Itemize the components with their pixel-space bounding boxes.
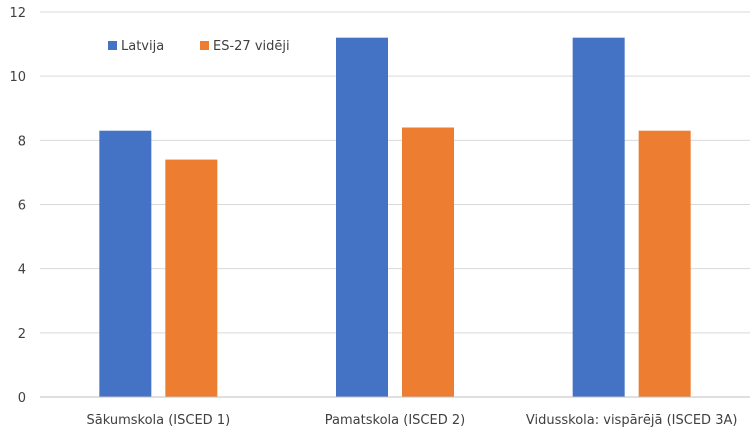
bar-es27-0 (165, 159, 218, 397)
y-tick-label: 6 (18, 199, 26, 214)
y-tick-label: 2 (18, 327, 26, 342)
y-tick-label: 10 (9, 70, 26, 85)
legend-label-es27: ES-27 vidēji (213, 39, 290, 54)
y-axis-tick-labels: 0 2 4 6 8 10 12 (9, 6, 26, 406)
bar-latvija-1 (336, 37, 388, 398)
legend: Latvija ES-27 vidēji (108, 39, 290, 54)
bar-latvija-2 (572, 37, 625, 398)
x-category-label: Pamatskola (ISCED 2) (325, 413, 465, 428)
bars (99, 37, 691, 398)
x-category-label: Vidusskola: vispārējā (ISCED 3A) (526, 413, 738, 428)
gridlines (40, 11, 750, 334)
y-tick-label: 8 (18, 134, 26, 149)
legend-swatch-es27 (200, 41, 209, 50)
y-tick-label: 4 (18, 263, 26, 278)
bar-es27-1 (402, 127, 454, 397)
legend-swatch-latvija (108, 41, 117, 50)
y-tick-label: 0 (18, 391, 26, 406)
legend-label-latvija: Latvija (121, 39, 164, 54)
bar-es27-2 (638, 130, 691, 398)
y-tick-label: 12 (9, 6, 26, 21)
bar-latvija-0 (99, 130, 152, 398)
x-axis-category-labels: Sākumskola (ISCED 1) Pamatskola (ISCED 2)… (86, 413, 737, 428)
x-category-label: Sākumskola (ISCED 1) (86, 413, 230, 428)
